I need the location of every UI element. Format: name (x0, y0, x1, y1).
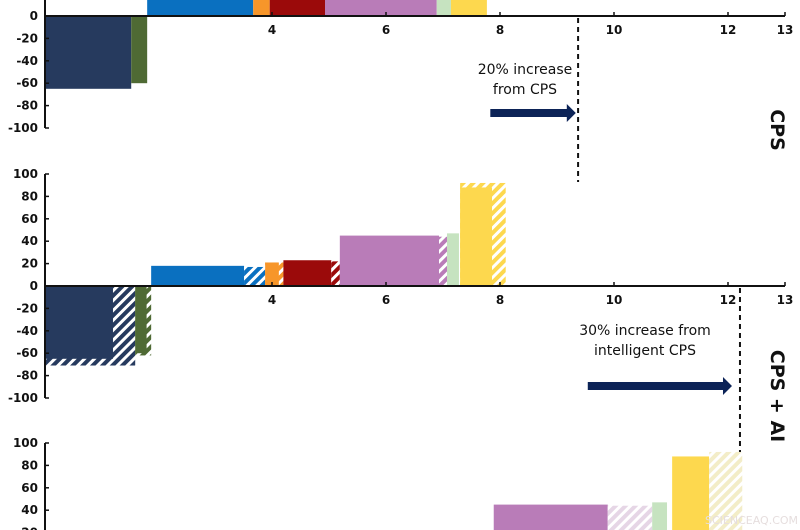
panel-label: CPS + AI (766, 350, 788, 442)
annotation-text: 30% increase from (579, 323, 711, 339)
y-tick-label: -80 (16, 369, 38, 383)
y-tick-label: 40 (21, 234, 38, 248)
y-tick-label: -40 (16, 324, 38, 338)
watermark: SCIENCEAQ.COM (705, 514, 798, 527)
y-tick-label: -60 (16, 76, 38, 90)
bar-1-2 (131, 16, 148, 84)
x-tick-label: 13 (777, 23, 794, 37)
bar-2-8 (265, 262, 279, 286)
x-tick-label: 13 (777, 293, 794, 307)
x-tick-label: 6 (382, 293, 390, 307)
annotation-text: intelligent CPS (594, 343, 696, 359)
bar-2-2 (44, 286, 113, 359)
bar-2-9 (283, 260, 332, 286)
x-tick-label: 6 (382, 23, 390, 37)
y-tick-label: 20 (21, 257, 38, 271)
y-tick-label: -20 (16, 301, 38, 315)
x-tick-label: 12 (720, 23, 737, 37)
y-tick-label: -80 (16, 99, 38, 113)
y-tick-label: 40 (21, 503, 38, 517)
bar-1-8 (450, 0, 487, 16)
x-tick-label: 12 (720, 293, 737, 307)
bar-1-4 (253, 0, 270, 17)
y-tick-label: 60 (21, 481, 38, 495)
bar-3-6-hatched (709, 451, 743, 530)
x-tick-label: 8 (496, 23, 504, 37)
bar-1-3 (147, 0, 254, 16)
y-tick-label: 80 (21, 458, 38, 472)
y-tick-label: -100 (8, 391, 38, 405)
x-tick-label: 8 (496, 293, 504, 307)
bar-2-15 (460, 187, 493, 286)
annotation-text: from CPS (493, 82, 557, 98)
y-tick-label: 80 (21, 189, 38, 203)
x-tick-label: 10 (606, 293, 623, 307)
y-tick-label: 0 (30, 279, 38, 293)
y-tick-label: 100 (13, 436, 38, 450)
arrow-right-icon (587, 377, 732, 395)
x-tick-label: 4 (268, 23, 276, 37)
bar-2-11 (339, 235, 440, 286)
x-tick-label: 4 (268, 293, 276, 307)
y-tick-label: 100 (13, 167, 38, 181)
bar-2-12-hatched (439, 236, 447, 286)
panel-label: CPS (766, 109, 788, 151)
bar-1-6 (325, 0, 437, 16)
bar-2-13 (446, 233, 459, 286)
bar-2-10-hatched (331, 261, 340, 286)
bar-1-7 (436, 0, 451, 16)
bar-2-4 (135, 286, 147, 354)
bar-3-2 (493, 504, 608, 530)
y-tick-label: 20 (21, 526, 38, 530)
y-tick-label: -100 (8, 121, 38, 135)
x-tick-label: 10 (606, 23, 623, 37)
bar-2-6-hatched (244, 266, 266, 286)
bar-1-5 (269, 0, 326, 16)
bar-3-3-hatched (607, 505, 653, 530)
bar-3-4 (652, 502, 668, 530)
y-tick-label: 0 (30, 9, 38, 23)
y-tick-label: 60 (21, 212, 38, 226)
bar-3-5 (672, 456, 710, 530)
arrow-right-icon (490, 104, 576, 122)
annotation-text: 20% increase (478, 62, 573, 78)
y-tick-label: -20 (16, 31, 38, 45)
bar-2-5 (151, 265, 245, 286)
y-tick-label: -60 (16, 346, 38, 360)
y-tick-label: -40 (16, 54, 38, 68)
bar-1-1 (44, 16, 132, 89)
